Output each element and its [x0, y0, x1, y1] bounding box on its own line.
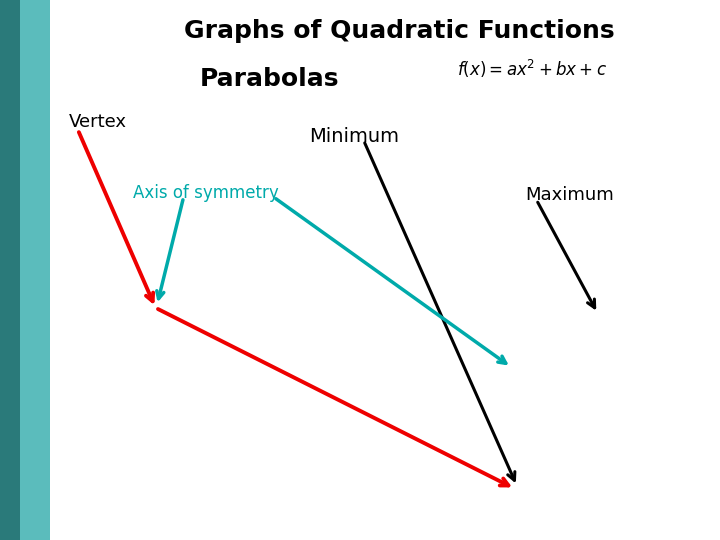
Text: Parabolas: Parabolas: [200, 68, 340, 91]
Text: $f(x)=ax^2+bx+c$: $f(x)=ax^2+bx+c$: [457, 58, 607, 80]
Text: Maximum: Maximum: [526, 186, 614, 204]
Text: Axis of symmetry: Axis of symmetry: [133, 184, 279, 201]
Text: Graphs of Quadratic Functions: Graphs of Quadratic Functions: [184, 19, 615, 43]
Text: Vertex: Vertex: [68, 113, 127, 131]
Text: Minimum: Minimum: [310, 127, 400, 146]
